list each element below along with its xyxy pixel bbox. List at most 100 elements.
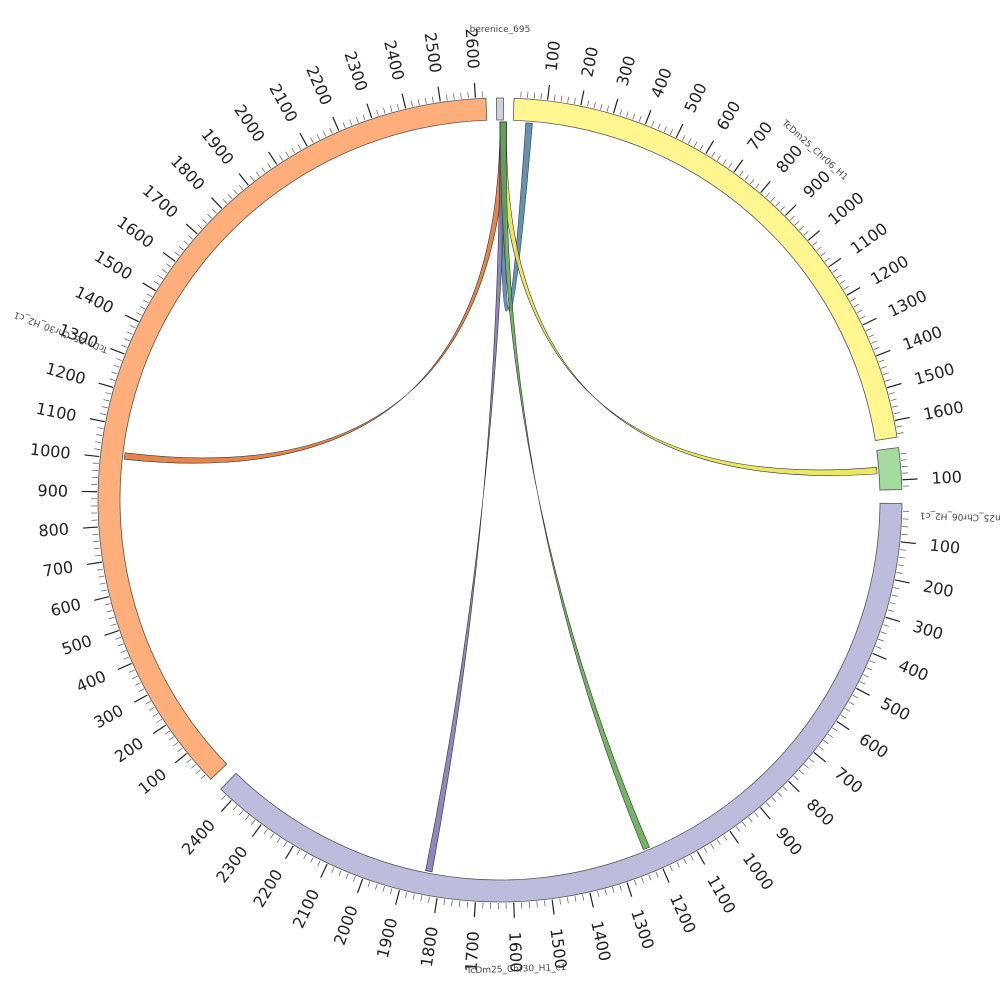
tick-label: 800 [803, 795, 838, 830]
minor-tick [893, 587, 899, 588]
minor-tick [898, 565, 904, 566]
major-tick [186, 224, 197, 234]
minor-tick [620, 110, 622, 116]
minor-tick [740, 171, 744, 176]
tick-label: 1300 [627, 907, 658, 952]
minor-tick [799, 770, 803, 774]
minor-tick [755, 184, 759, 189]
major-tick [252, 825, 261, 837]
minor-tick [292, 148, 295, 153]
minor-tick [883, 625, 889, 627]
tick-label: 2400 [178, 816, 219, 859]
major-tick [645, 110, 650, 124]
minor-tick [178, 748, 183, 752]
major-tick [789, 781, 800, 791]
minor-tick [642, 877, 644, 883]
minor-tick [607, 106, 609, 112]
tick-label: 2400 [380, 38, 408, 82]
tick-label: 1000 [29, 440, 72, 463]
minor-tick [712, 152, 715, 157]
tick-label: 200 [111, 733, 147, 766]
major-tick [175, 754, 187, 763]
minor-tick [268, 163, 271, 168]
major-tick [706, 141, 714, 154]
minor-tick [790, 216, 794, 220]
major-tick [269, 152, 277, 164]
minor-tick [262, 168, 265, 173]
minor-tick [639, 116, 641, 122]
minor-tick [845, 708, 850, 711]
major-tick [474, 902, 475, 917]
minor-tick [140, 306, 145, 309]
major-tick [125, 315, 138, 322]
major-tick [90, 419, 105, 422]
major-tick [876, 350, 890, 355]
major-tick [814, 753, 826, 762]
minor-tick [256, 172, 260, 177]
minor-tick [794, 776, 798, 780]
minor-tick [724, 835, 727, 840]
tick-label: 1600 [922, 397, 966, 424]
minor-tick [239, 185, 243, 190]
tick-label: 1800 [417, 925, 442, 968]
minor-tick [202, 219, 206, 223]
major-tick [548, 85, 550, 100]
minor-tick [297, 850, 300, 855]
minor-tick [100, 413, 106, 414]
minor-tick [601, 104, 602, 110]
minor-tick [866, 328, 871, 331]
tick-label: 500 [878, 693, 914, 724]
major-tick [367, 104, 372, 118]
tick-label: 1700 [139, 181, 182, 222]
minor-tick [112, 372, 118, 374]
minor-tick [881, 366, 887, 368]
minor-tick [568, 97, 569, 103]
minor-tick [658, 124, 660, 130]
minor-tick [825, 258, 830, 262]
major-tick [84, 455, 99, 457]
tick-label: 300 [91, 701, 127, 732]
minor-tick [116, 358, 122, 360]
minor-tick [691, 855, 694, 860]
minor-tick [346, 873, 348, 879]
major-tick [581, 91, 584, 106]
major-tick [760, 808, 770, 819]
tick-label: 1300 [885, 286, 930, 321]
minor-tick [173, 742, 178, 746]
minor-tick [537, 901, 538, 907]
minor-tick [745, 175, 749, 180]
major-tick [663, 869, 669, 883]
major-tick [887, 384, 901, 388]
minor-tick [809, 758, 814, 762]
tick-label: 1400 [900, 322, 945, 354]
minor-tick [129, 670, 134, 673]
minor-tick [461, 93, 462, 99]
minor-tick [857, 310, 862, 313]
minor-tick [833, 269, 838, 272]
minor-tick [700, 145, 703, 150]
major-tick [83, 527, 98, 528]
minor-tick [844, 286, 849, 289]
minor-tick [196, 770, 200, 774]
minor-tick [143, 300, 148, 303]
tick-label: 100 [542, 40, 564, 73]
minor-tick [799, 226, 803, 230]
minor-tick [729, 163, 732, 168]
tick-label: 1200 [43, 359, 87, 389]
major-tick [402, 94, 406, 109]
minor-tick [228, 194, 232, 198]
minor-tick [323, 131, 326, 136]
minor-tick [899, 557, 905, 558]
minor-tick [875, 646, 881, 648]
minor-tick [871, 341, 877, 343]
minor-tick [277, 838, 280, 843]
minor-tick [567, 897, 568, 903]
minor-tick [421, 895, 422, 901]
minor-tick [350, 120, 352, 126]
minor-tick [390, 106, 392, 112]
minor-tick [897, 433, 903, 434]
minor-tick [390, 888, 392, 894]
major-tick [333, 117, 339, 131]
minor-tick [139, 689, 144, 692]
